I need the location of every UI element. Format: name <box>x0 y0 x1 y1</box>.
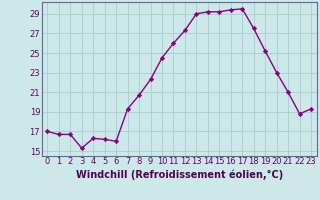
X-axis label: Windchill (Refroidissement éolien,°C): Windchill (Refroidissement éolien,°C) <box>76 169 283 180</box>
